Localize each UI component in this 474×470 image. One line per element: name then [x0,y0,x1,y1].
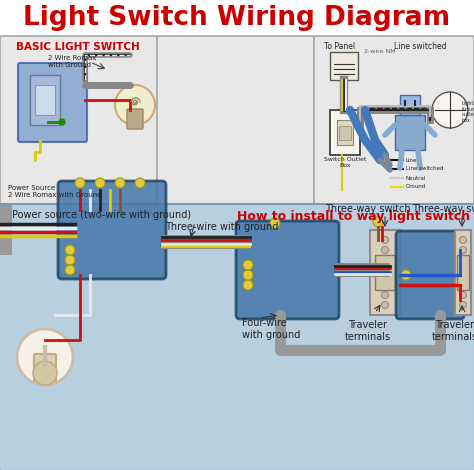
FancyBboxPatch shape [314,36,474,204]
FancyBboxPatch shape [127,109,143,129]
Circle shape [115,85,155,125]
Circle shape [115,178,125,188]
Circle shape [243,260,253,270]
Text: 2-wire NM: 2-wire NM [364,49,396,54]
Bar [395,115,425,150]
Text: Line: Line [406,157,418,163]
Text: Neutral: Neutral [406,175,427,180]
Circle shape [243,270,253,280]
Text: Light Switch Wiring Diagram: Light Switch Wiring Diagram [23,5,451,31]
Text: Four-wire
with ground: Four-wire with ground [242,318,301,340]
Text: Three-wire with ground: Three-wire with ground [165,222,278,232]
Text: 2 Wire Romax
with Ground: 2 Wire Romax with Ground [48,55,96,68]
Bar [455,230,471,315]
Text: Power Source
2 Wire Romax with Ground: Power Source 2 Wire Romax with Ground [8,185,101,198]
Text: Three-way switch: Three-way switch [412,204,474,214]
Circle shape [401,270,411,280]
Circle shape [382,246,389,253]
FancyBboxPatch shape [18,63,87,142]
FancyBboxPatch shape [157,36,314,204]
Text: Power source (two-wire with ground): Power source (two-wire with ground) [12,210,191,220]
Bar [339,126,351,140]
Text: BASIC LIGHT SWITCH: BASIC LIGHT SWITCH [16,42,140,52]
Bar [457,255,469,290]
Bar [30,75,60,125]
Circle shape [459,236,466,243]
Bar [375,255,395,290]
Circle shape [95,178,105,188]
Circle shape [65,245,75,255]
Circle shape [459,291,466,298]
Text: Traveler
terminals: Traveler terminals [432,320,474,342]
Bar [330,110,360,155]
Bar [35,85,55,115]
Circle shape [382,291,389,298]
Text: Traveler
terminals: Traveler terminals [345,320,391,342]
Circle shape [243,280,253,290]
Circle shape [459,246,466,253]
Text: To Panel: To Panel [324,42,356,51]
Text: Light
fixture
outlet
box: Light fixture outlet box [462,101,474,123]
Circle shape [382,236,389,243]
FancyBboxPatch shape [0,36,157,204]
Circle shape [65,265,75,275]
FancyBboxPatch shape [34,354,56,381]
Text: Line switched: Line switched [394,42,446,51]
Text: How to install to way light switch: How to install to way light switch [237,210,470,223]
FancyBboxPatch shape [396,231,464,319]
Text: Switch Outlet
Box: Switch Outlet Box [324,157,366,168]
Bar [0,205,474,470]
Bar [337,120,353,145]
Circle shape [75,178,85,188]
Circle shape [459,301,466,308]
Circle shape [33,361,57,385]
Bar [400,95,420,115]
FancyBboxPatch shape [58,181,166,279]
FancyBboxPatch shape [236,221,339,319]
Text: Ground: Ground [406,185,426,189]
Bar [0,35,474,205]
Circle shape [270,218,280,228]
Circle shape [382,301,389,308]
Circle shape [432,92,468,128]
Bar [370,230,400,315]
Circle shape [135,178,145,188]
Text: Three-way switch: Three-way switch [325,204,411,214]
Circle shape [65,255,75,265]
Circle shape [17,329,73,385]
Text: Line switched: Line switched [406,166,444,172]
Bar [330,52,358,80]
Circle shape [373,217,383,227]
Circle shape [59,119,65,125]
Bar [0,205,12,255]
Bar [0,0,474,35]
